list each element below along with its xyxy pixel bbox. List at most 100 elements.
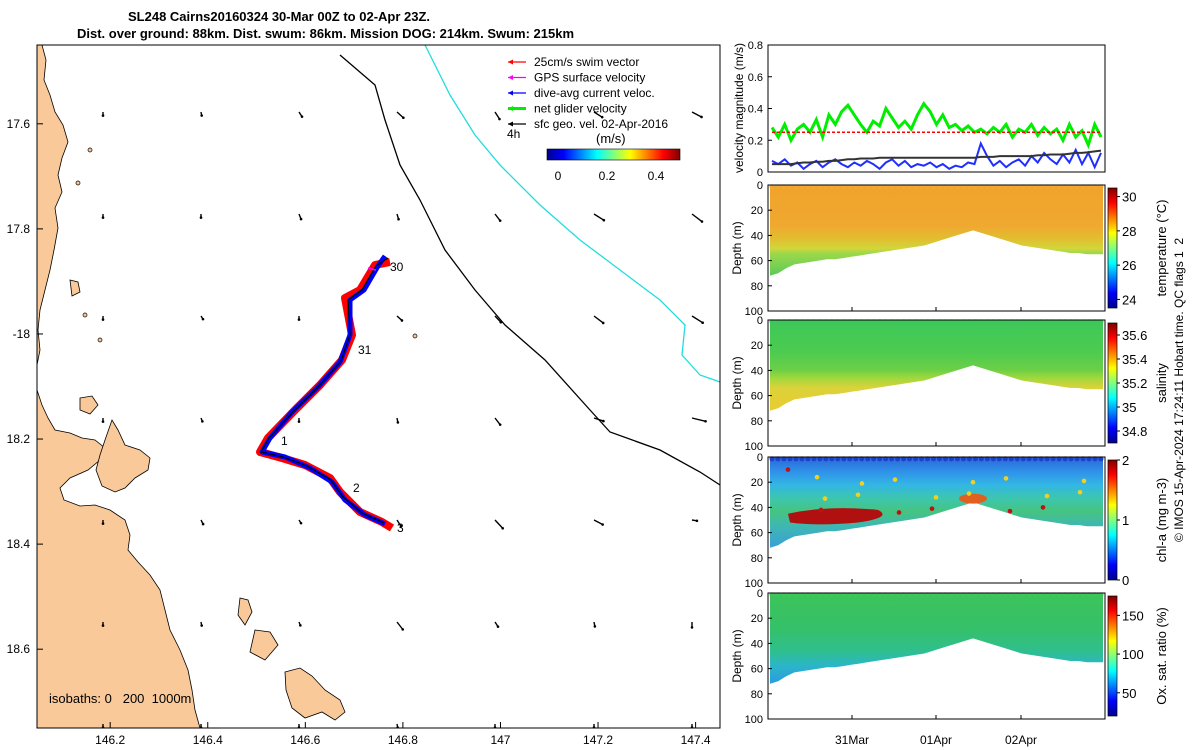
legend-label: sfc geo. vel. 02-Apr-2016: [534, 117, 668, 131]
surface-sample: [1002, 184, 1008, 190]
arrow-head: [600, 115, 604, 119]
arrow-head: [401, 628, 405, 631]
velocity-ytick-label: 0.2: [748, 135, 763, 147]
surface-sample: [829, 456, 835, 462]
arrow-head: [101, 420, 105, 423]
map-x-tick-label: 147: [490, 733, 510, 747]
current-arrow: [396, 111, 404, 119]
surface-sample: [966, 592, 972, 598]
depth-tick-label: 0: [757, 452, 763, 464]
peninsula: [95, 419, 151, 493]
surface-sample: [1020, 456, 1026, 462]
surface-sample: [835, 184, 841, 190]
depth-tick-label: 40: [751, 230, 763, 242]
colorbar-tick: 0.4: [648, 169, 665, 183]
surface-sample: [841, 319, 847, 325]
time-tick: 02Apr: [1005, 733, 1037, 747]
track-line: [260, 257, 389, 524]
arrow-head: [101, 216, 105, 219]
surface-sample: [1056, 456, 1062, 462]
chl-sample: [970, 479, 976, 485]
surface-sample: [925, 592, 931, 598]
surface-sample: [769, 456, 775, 462]
surface-sample: [931, 456, 937, 462]
arrow-head: [601, 523, 604, 526]
velocity-ytick-label: 0: [757, 167, 763, 179]
track-label-31: 31: [358, 343, 372, 357]
surface-sample: [913, 319, 919, 325]
surface-sample: [942, 184, 948, 190]
chl-colorbar: [1107, 459, 1118, 581]
surface-sample: [895, 319, 901, 325]
surface-sample: [1044, 319, 1050, 325]
depth-axis-label: Depth (m): [730, 356, 744, 409]
chl-sample: [855, 492, 861, 498]
surface-sample: [889, 184, 895, 190]
colorbar-tick-label: 35.2: [1122, 376, 1147, 391]
surface-sample: [895, 592, 901, 598]
surface-sample: [978, 456, 984, 462]
surface-sample: [948, 184, 954, 190]
chl-sample: [933, 495, 939, 500]
arrow-head: [300, 115, 304, 118]
depth-tick-label: 0: [757, 180, 763, 192]
legend-label: dive-avg current veloc.: [534, 86, 655, 100]
surface-sample: [841, 456, 847, 462]
surface-sample: [1008, 592, 1014, 598]
surface-sample: [901, 319, 907, 325]
arrow-head: [101, 114, 105, 117]
current-arrow: [396, 621, 404, 630]
arrow-head: [201, 317, 205, 321]
island: [82, 312, 88, 318]
arrow-head: [498, 117, 501, 121]
depth-tick-label: 0: [757, 315, 763, 327]
surface-sample: [1062, 319, 1068, 325]
surface-sample: [984, 319, 990, 325]
surface-sample: [996, 184, 1002, 190]
depth-tick-label: 40: [751, 638, 763, 650]
arrow-head: [593, 625, 597, 628]
surface-sample: [907, 592, 913, 598]
depth-tick-label: 0: [757, 588, 763, 600]
map-y-tick-label: 18.6: [7, 642, 31, 656]
depth-tick-label: 100: [745, 578, 763, 590]
surface-sample: [1002, 456, 1008, 462]
arrow-head: [400, 319, 404, 322]
velocity-frame: [767, 44, 1106, 173]
arrow-head: [498, 423, 502, 426]
map-x-tick-label: 146.6: [290, 733, 320, 747]
colorbar-tick-label: 24: [1122, 292, 1136, 307]
depth-axis-label: Depth (m): [730, 493, 744, 546]
surface-sample: [799, 456, 805, 462]
surface-sample: [1098, 319, 1104, 325]
surface-sample: [853, 456, 859, 462]
surface-sample: [960, 319, 966, 325]
map-legend: 25cm/s swim vector GPS surface velocitydi…: [507, 55, 681, 183]
velocity-panel: 0 0.2 0.4 0.6 0.8 velocity magnitude (m/s): [732, 40, 1106, 179]
chl-sample: [822, 496, 828, 501]
surface-sample: [883, 456, 889, 462]
surface-sample: [978, 319, 984, 325]
surface-sample: [954, 319, 960, 325]
surface-sample: [1086, 592, 1092, 598]
surface-sample: [1020, 592, 1026, 598]
surface-sample: [859, 592, 865, 598]
surface-sample: [1068, 319, 1074, 325]
island: [284, 667, 346, 721]
surface-sample: [877, 184, 883, 190]
surface-current-arrows: [101, 111, 707, 728]
arrow-head: [101, 624, 105, 627]
chl-sample: [785, 467, 791, 472]
surface-sample: [966, 184, 972, 190]
surface-sample: [913, 592, 919, 598]
arrow-head: [602, 218, 606, 222]
track-net-velocity: [256, 258, 395, 532]
chl-sample: [1081, 478, 1087, 484]
arrow-head: [297, 420, 301, 423]
surface-sample: [919, 456, 925, 462]
surface-sample: [1014, 184, 1020, 190]
surface-sample: [871, 592, 877, 598]
surface-sample: [996, 592, 1002, 598]
surface-sample: [936, 456, 942, 462]
